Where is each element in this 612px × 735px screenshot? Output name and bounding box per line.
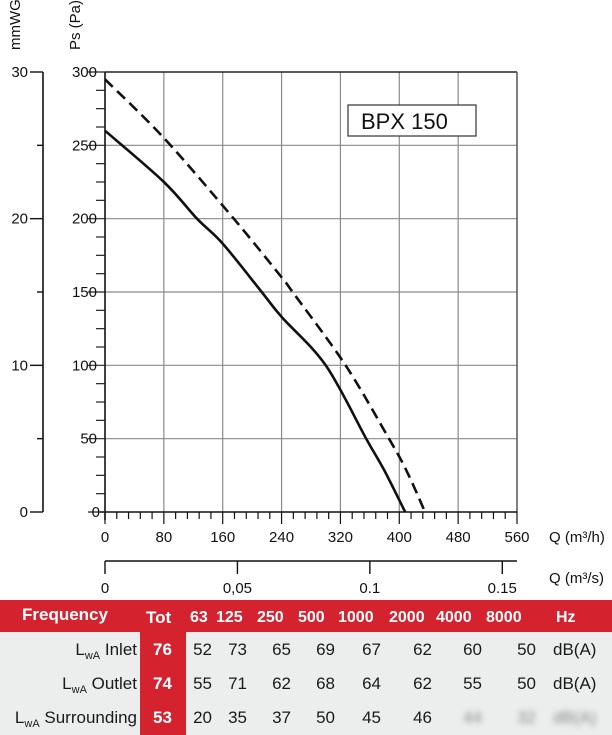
x-axis-m3h-title: Q (m³/h) (549, 529, 605, 546)
svg-text:150: 150 (72, 284, 97, 301)
svg-text:250: 250 (72, 137, 97, 154)
row-value-8000: 50 (517, 674, 536, 693)
row-unit: dB(A) (553, 708, 597, 727)
row-label: LwA Surrounding (15, 708, 137, 734)
row-label-prefix: L (75, 640, 85, 659)
row-value-63: 55 (193, 674, 212, 693)
row-value-125: 73 (228, 640, 247, 659)
y-axis-pa-ticks (88, 71, 105, 513)
svg-text:400: 400 (387, 529, 412, 546)
row-label-text: Inlet (100, 640, 137, 659)
svg-text:0.15: 0.15 (488, 580, 517, 597)
row-value-4000: 60 (463, 640, 482, 659)
svg-text:560: 560 (504, 529, 529, 546)
row-value-1000: 64 (362, 674, 381, 693)
x-axis-m3s: 0 0,05 0.1 0.15 (101, 560, 517, 597)
svg-text:100: 100 (72, 357, 97, 374)
row-label-prefix: L (62, 674, 72, 693)
row-value-250: 37 (272, 708, 291, 727)
chart-grid (105, 72, 517, 512)
header-frequency: Frequency (22, 605, 108, 624)
header-band-8000: 8000 (486, 609, 522, 626)
row-value-2000: 62 (413, 674, 432, 693)
x-axis-m3h-labels: 0 80 160 240 320 400 480 560 (101, 529, 530, 546)
row-value-500: 68 (316, 674, 335, 693)
row-tot-value: 76 (153, 640, 172, 659)
row-label: LwA Inlet (75, 640, 137, 666)
x-axis-m3s-title: Q (m³/s) (549, 570, 604, 587)
svg-text:0: 0 (101, 529, 109, 546)
svg-text:10: 10 (11, 357, 28, 374)
row-label: LwA Outlet (62, 674, 137, 700)
curve-dashed (104, 78, 427, 513)
svg-text:0: 0 (101, 580, 109, 597)
svg-text:320: 320 (328, 529, 353, 546)
row-value-8000: 32 (517, 708, 536, 727)
row-unit: dB(A) (553, 674, 597, 693)
row-label-prefix: L (14, 708, 25, 727)
row-value-8000: 50 (517, 640, 536, 659)
y-axis-mmwg: 0 10 20 30 (11, 64, 44, 521)
row-value-250: 62 (272, 674, 291, 693)
row-value-1000: 67 (362, 640, 381, 659)
svg-text:200: 200 (72, 211, 97, 228)
table-body (0, 632, 612, 735)
svg-text:300: 300 (72, 64, 97, 81)
row-unit: dB(A) (553, 640, 597, 659)
row-label-text: Surrounding (39, 708, 137, 727)
y-axis-mmwg-title: mmWG (7, 0, 24, 50)
header-unit-hz: Hz (556, 609, 576, 626)
model-label-box: BPX 150 (347, 104, 477, 137)
row-tot-value: 53 (153, 708, 172, 727)
row-value-500: 69 (316, 640, 335, 659)
row-value-1000: 45 (362, 708, 381, 727)
row-value-4000: 44 (463, 708, 482, 727)
plot-frame (100, 71, 518, 520)
y-axis-pa-title: Ps (Pa) (67, 0, 84, 50)
header-band-1000: 1000 (338, 609, 374, 626)
header-band-250: 250 (257, 609, 284, 626)
header-tot: Tot (146, 608, 172, 627)
header-band-2000: 2000 (389, 609, 425, 626)
row-value-63: 20 (193, 708, 212, 727)
model-label: BPX 150 (361, 109, 448, 134)
svg-text:30: 30 (11, 64, 28, 81)
svg-text:0,05: 0,05 (223, 580, 252, 597)
row-value-2000: 62 (413, 640, 432, 659)
svg-text:480: 480 (446, 529, 471, 546)
row-value-500: 50 (316, 708, 335, 727)
sound-power-table: Frequency Tot 63 125 250 500 1000 2000 4000 800… (0, 600, 612, 735)
row-label-subscript: wA (71, 684, 87, 696)
y-axis-pa-labels: 0 50 100 150 200 250 300 (72, 64, 100, 521)
header-band-4000: 4000 (436, 609, 472, 626)
x-axis-m3h-ticks (104, 512, 518, 524)
table-tot-column (140, 632, 186, 735)
row-value-4000: 55 (463, 674, 482, 693)
row-label-text: Outlet (86, 674, 137, 693)
header-band-125: 125 (216, 609, 243, 626)
svg-text:0.1: 0.1 (359, 580, 380, 597)
row-value-125: 35 (228, 708, 247, 727)
table-header-bar (0, 600, 612, 632)
header-band-63: 63 (190, 609, 208, 626)
row-label-subscript: wA (84, 650, 101, 662)
row-label-subscript: wA (24, 718, 40, 730)
curve-solid (104, 129, 407, 513)
svg-text:20: 20 (11, 211, 28, 228)
row-value-63: 52 (193, 640, 212, 659)
svg-text:50: 50 (80, 431, 97, 448)
row-value-125: 71 (228, 674, 247, 693)
row-value-2000: 46 (413, 708, 432, 727)
svg-text:0: 0 (92, 504, 100, 521)
row-value-250: 65 (272, 640, 291, 659)
svg-text:80: 80 (156, 529, 173, 546)
svg-text:160: 160 (210, 529, 235, 546)
header-band-500: 500 (298, 609, 325, 626)
svg-text:0: 0 (20, 504, 28, 521)
svg-text:240: 240 (269, 529, 294, 546)
row-tot-value: 74 (153, 674, 172, 693)
